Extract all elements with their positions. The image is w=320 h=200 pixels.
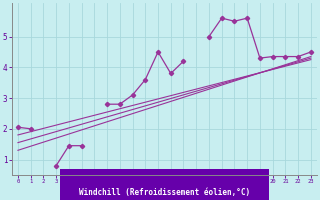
X-axis label: Windchill (Refroidissement éolien,°C): Windchill (Refroidissement éolien,°C): [79, 188, 250, 197]
